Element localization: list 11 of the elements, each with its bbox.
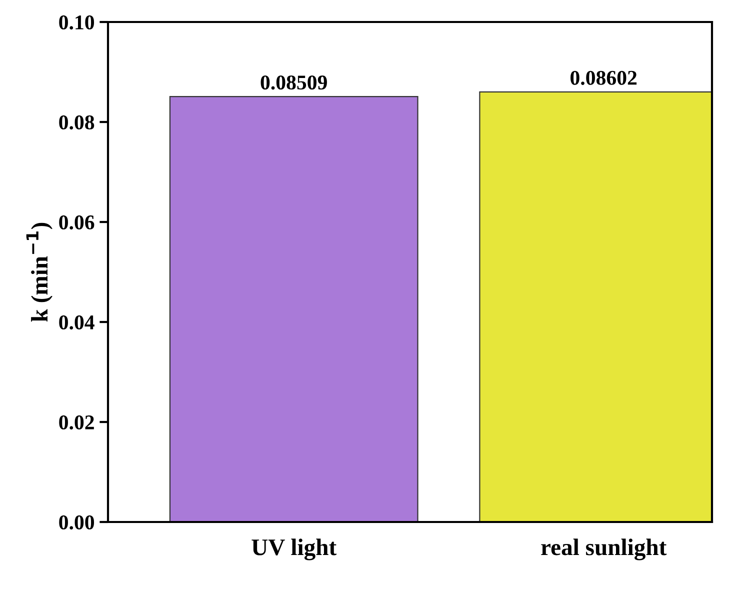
data-label: 0.08602 (570, 70, 637, 85)
y-tick-label: 0.04 (59, 315, 94, 330)
y-tick-label: 0.08 (59, 115, 94, 130)
x-tick-label: real sunlight (541, 538, 667, 560)
y-tick-label: 0.02 (59, 415, 94, 430)
y-axis-title: k (min$^{−1}$) (26, 222, 52, 322)
data-label: 0.08509 (260, 75, 327, 90)
y-tick-label: 0.00 (59, 515, 94, 530)
y-tick-label: 0.10 (59, 15, 94, 30)
x-tick-label: UV light (252, 538, 336, 560)
y-tick-label: 0.06 (59, 215, 94, 230)
